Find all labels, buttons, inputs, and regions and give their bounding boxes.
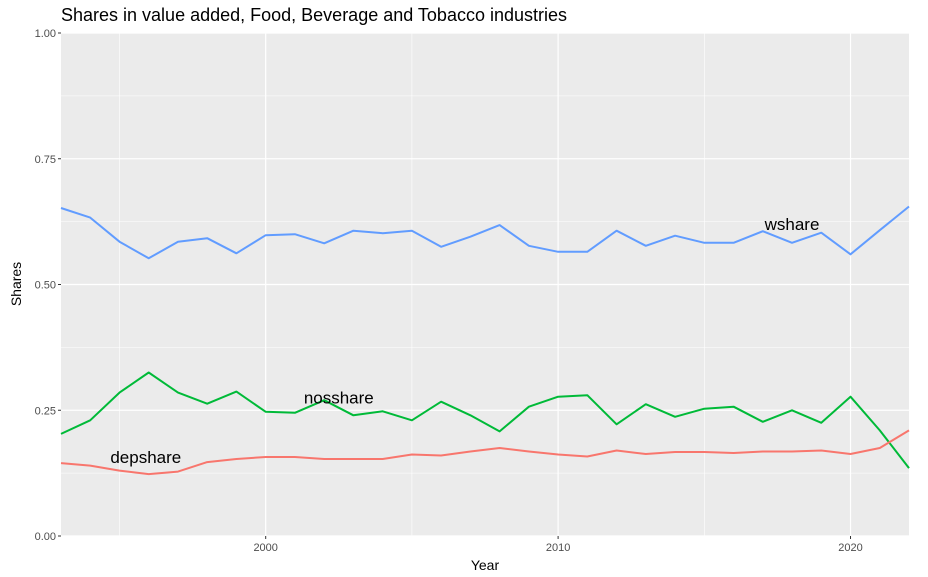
series-label-wshare: wshare bbox=[764, 215, 820, 234]
y-tick-label: 0.25 bbox=[35, 405, 56, 417]
series-lines bbox=[60, 205, 910, 476]
x-tick-label: 2010 bbox=[546, 542, 570, 554]
y-tick-label: 1.00 bbox=[35, 28, 56, 40]
x-axis-title: Year bbox=[471, 557, 500, 573]
y-tick-label: 0.50 bbox=[35, 280, 56, 292]
series-labels: wshare nosshare depshare bbox=[110, 215, 819, 467]
grid-major bbox=[61, 32, 909, 537]
y-tick-label: 0.75 bbox=[35, 154, 56, 166]
x-tick-label: 2000 bbox=[253, 542, 277, 554]
series-label-nosshare: nosshare bbox=[304, 389, 374, 408]
series-line-wshare bbox=[60, 205, 910, 260]
chart-title: Shares in value added, Food, Beverage an… bbox=[61, 5, 567, 25]
series-line-depshare bbox=[60, 429, 910, 476]
y-tick-label: 0.00 bbox=[35, 531, 56, 543]
x-tick-label: 2020 bbox=[838, 542, 862, 554]
series-label-depshare: depshare bbox=[110, 448, 181, 467]
y-axis-title: Shares bbox=[8, 262, 24, 306]
y-axis: 0.00 0.25 0.50 0.75 1.00 bbox=[35, 28, 61, 543]
series-line-nosshare bbox=[60, 371, 910, 469]
x-axis: 2000 2010 2020 bbox=[253, 536, 863, 554]
